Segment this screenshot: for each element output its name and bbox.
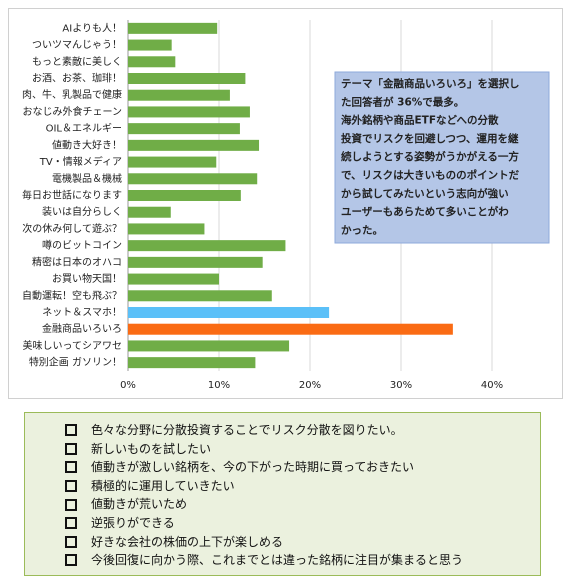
bar (128, 323, 453, 335)
note-item: 今後回復に向かう際、これまでとは違った銘柄に注目が集まると思う (65, 551, 540, 570)
annotation-line: 海外銘柄や商品ETFなどへの分散 (341, 114, 499, 127)
bar (128, 273, 219, 285)
bullet (65, 480, 77, 493)
bar (128, 56, 176, 68)
chart: 0% 10% 20% 30% 40%AIよりも人！ついツマんじゃう！もっと素敵に美しくお… (8, 8, 563, 399)
y-tick-label: 毎日お世話になります (22, 189, 122, 202)
note-item: 新しいものを試したい (65, 440, 540, 459)
bar (128, 307, 330, 318)
x-tick-label: 10% (208, 380, 230, 391)
y-tick-label: 金融商品いろいろ (42, 322, 122, 335)
note-text: 今後回復に向かう際、これまでとは違った銘柄に注目が集まると思う (91, 553, 464, 568)
bar (128, 357, 256, 369)
bar (128, 173, 258, 185)
bar (128, 123, 240, 135)
y-tick-label: 特別企画 ガソリン！ (29, 356, 122, 369)
note-item: 積極的に運用していきたい (65, 477, 540, 496)
bar (128, 73, 246, 84)
note-item: 逆張りができる (65, 514, 540, 533)
y-tick-label: お酒、お茶、珈琲！ (32, 72, 122, 85)
note-text: 色々な分野に分散投資することでリスク分散を図りたい。 (91, 423, 403, 437)
bullet (65, 535, 77, 548)
bullet (65, 424, 77, 437)
note-item: 値動きが荒いため (65, 495, 540, 514)
bar (128, 256, 263, 268)
note-item: 色々な分野に分散投資することでリスク分散を図りたい。 (65, 421, 540, 440)
bar (128, 206, 171, 218)
bar (128, 39, 172, 51)
annotation-line: 続しようとする姿勢がうかがえる一方 (341, 150, 519, 163)
bar (128, 290, 272, 302)
x-tick-label: 0% (120, 380, 136, 391)
note-item: 好きな会社の株価の上下が楽しめる (65, 533, 540, 552)
bar (128, 106, 250, 118)
y-tick-label: 自動運転！空も飛ぶ？ (22, 289, 122, 302)
note-text: 好きな会社の株価の上下が楽しめる (91, 534, 284, 549)
bullet (65, 498, 77, 511)
bar (128, 240, 286, 252)
bar (128, 340, 290, 352)
note-text: 逆張りができる (91, 515, 175, 530)
annotation-line: テーマ「金融商品いろいろ」を選択し (341, 77, 520, 90)
y-tick-label: 装いは自分らしく (42, 205, 122, 218)
bullet (65, 461, 77, 474)
x-tick-label: 40% (481, 380, 503, 391)
y-tick-label: AIよりも人！ (62, 22, 122, 34)
y-tick-label: 噂のビットコイン (42, 239, 122, 252)
annotation-line: から試してみたいという志向が強い (341, 187, 509, 200)
bar (128, 156, 217, 168)
bar (128, 190, 241, 201)
y-tick-label: おなじみ外食チェーン (23, 105, 123, 118)
note-item: 値動きが激しい銘柄を、今の下がった時期に買っておきたい (65, 458, 540, 477)
note-text: 新しいものを試したい (91, 441, 212, 456)
annotation-line: で、リスクは大きいもののポイントだ (341, 169, 520, 182)
bar (128, 89, 230, 101)
y-tick-label: ついツマんじゃう！ (32, 39, 122, 51)
y-tick-label: お買い物天国！ (52, 272, 122, 285)
bar (128, 139, 260, 151)
annotation-line: ユーザーもあらためて多いことがわ (341, 205, 509, 218)
x-tick-label: 20% (299, 380, 321, 391)
bullet (65, 442, 77, 455)
y-tick-label: 値動き大好き！ (52, 138, 122, 151)
y-tick-label: もっと素敵に美しく (32, 55, 122, 68)
annotation-line: 投資でリスクを回避しつつ、運用を継 (341, 132, 519, 145)
bullet (65, 517, 77, 530)
note-text: 値動きが荒いため (91, 497, 188, 512)
bar (128, 22, 218, 34)
x-tick-label: 30% (390, 380, 412, 391)
annotation-box (334, 71, 550, 244)
y-tick-label: 電機製品＆機械 (52, 172, 122, 185)
bar (128, 223, 205, 235)
y-tick-label: ネット＆スマホ！ (42, 307, 122, 319)
annotation-line: た回答者が 36%で最多。 (341, 95, 464, 108)
y-tick-label: 美味しいってシアワセ (23, 339, 123, 352)
y-tick-label: 次の休み何して遊ぶ？ (22, 222, 122, 235)
y-tick-label: 肉、牛、乳製品で健康 (22, 88, 122, 101)
note-text: 値動きが激しい銘柄を、今の下がった時期に買っておきたい (91, 460, 415, 475)
note-text: 積極的に運用していきたい (91, 478, 235, 493)
bullet (65, 554, 77, 567)
y-tick-label: OIL＆エネルギー (46, 123, 122, 135)
notes-box: 色々な分野に分散投資することでリスク分散を図りたい。 新しいものを試したい 値動きが… (24, 412, 541, 576)
y-tick-label: 精密は日本のオハコ (32, 255, 122, 268)
y-tick-label: TV・情報メディア (39, 155, 122, 168)
annotation-line: かった。 (341, 224, 383, 236)
